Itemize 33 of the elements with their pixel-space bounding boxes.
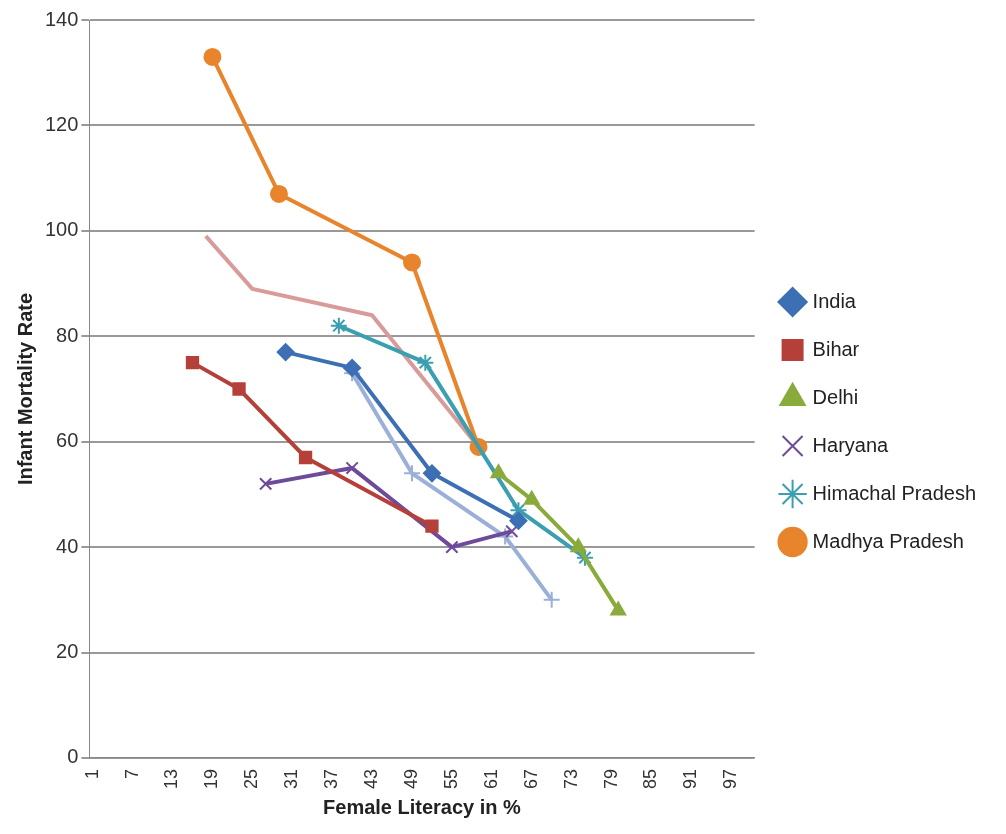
x-tick-label: 31 — [281, 768, 302, 790]
x-tick-label: 79 — [600, 768, 621, 790]
y-axis-title: Infant Mortality Rate — [13, 292, 36, 486]
x-tick-label: 91 — [680, 768, 701, 790]
x-tick-label: 49 — [400, 768, 421, 790]
y-tick-label: 140 — [44, 7, 79, 30]
legend-label: India — [812, 289, 857, 312]
legend-label: Himachal Pradesh — [812, 481, 977, 504]
legend-label: Bihar — [812, 337, 860, 360]
y-tick-label: 100 — [44, 218, 79, 241]
x-tick-label: 97 — [720, 768, 741, 790]
y-tick-label: 20 — [56, 640, 79, 663]
y-tick-label: 120 — [44, 112, 79, 135]
x-tick-label: 19 — [201, 768, 222, 790]
x-tick-label: 85 — [640, 768, 661, 790]
x-tick-label: 43 — [361, 768, 382, 790]
x-tick-label: 67 — [520, 768, 541, 790]
x-tick-label: 61 — [480, 768, 501, 790]
legend-label: Haryana — [812, 433, 890, 456]
legend-label: Madhya Pradesh — [812, 529, 964, 552]
y-tick-label: 60 — [56, 429, 79, 452]
x-tick-label: 37 — [321, 768, 342, 790]
x-axis-title: Female Literacy in % — [323, 795, 522, 818]
x-tick-label: 73 — [560, 768, 581, 790]
x-tick-label: 1 — [81, 768, 102, 779]
legend-label: Delhi — [812, 385, 859, 408]
x-tick-label: 13 — [161, 768, 182, 790]
x-tick-label: 55 — [440, 768, 461, 790]
y-tick-label: 80 — [56, 323, 79, 346]
y-tick-label: 40 — [56, 534, 79, 557]
x-tick-label: 7 — [121, 768, 142, 779]
x-tick-label: 25 — [241, 768, 262, 790]
y-tick-label: 0 — [67, 745, 79, 768]
